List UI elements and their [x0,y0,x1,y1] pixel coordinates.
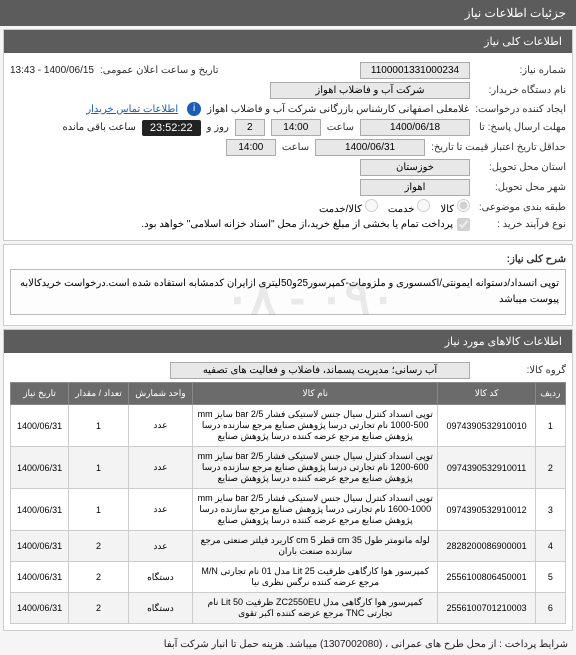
cell-code: 2556100701210003 [438,593,535,624]
cell-date: 1400/06/31 [11,447,69,489]
cell-date: 1400/06/31 [11,593,69,624]
cell-row: 3 [535,489,565,531]
reply-date-value: 1400/06/18 [360,119,470,136]
remain-suffix: ساعت باقی مانده [62,122,135,133]
time-label-2: ساعت [282,142,309,153]
time-label-1: ساعت [327,122,354,133]
cell-unit: عدد [128,447,192,489]
cell-date: 1400/06/31 [11,489,69,531]
city-label: شهر محل تحویل: [476,182,566,193]
section-general-title: اطلاعات کلی نیاز [4,30,572,53]
col-date: تاریخ نیاز [11,383,69,405]
section-description: شرح کلی نیاز: توپى انسداد/دستوانه ایمونت… [3,244,573,326]
radio-goods[interactable]: کالا [440,199,470,215]
cell-name: توپى انسداد کنترل سیال جنس لاستیکى فشار … [192,405,438,447]
topic-radio-group: کالا خدمت کالا/خدمت [319,199,470,215]
cell-code: 0974390532910011 [438,447,535,489]
cell-qty: 2 [69,593,129,624]
prepay-checkbox[interactable] [457,218,470,231]
province-value: خوزستان [360,159,470,176]
cell-row: 2 [535,447,565,489]
credit-time-value: 14:00 [226,139,276,156]
info-icon: i [187,102,201,116]
cell-unit: دستگاه [128,593,192,624]
cell-qty: 2 [69,562,129,593]
items-table: ردیف کد کالا نام کالا واحد شمارش تعداد /… [10,382,566,624]
need-no-value: 1100001331000234 [360,62,470,79]
cell-code: 0974390532910010 [438,405,535,447]
cell-name: کمپرسور هوا کارگاهى ظرفیت Lit 25 مدل 01 … [192,562,438,593]
cell-unit: عدد [128,405,192,447]
contact-link[interactable]: اطلاعات تماس خریدار [86,104,178,115]
col-unit: واحد شمارش [128,383,192,405]
table-row: 62556100701210003کمپرسور هوا کارگاهى مدل… [11,593,566,624]
cell-row: 5 [535,562,565,593]
remain-days-value: 2 [235,119,265,136]
creator-value: غلامعلى اصفهانى کارشناس بازرگانى شرکت آب… [207,104,469,115]
province-label: استان محل تحویل: [476,162,566,173]
buyer-value: شرکت آب و فاضلاب اهواز [270,82,470,99]
city-value: اهواز [360,179,470,196]
table-row: 10974390532910010توپى انسداد کنترل سیال … [11,405,566,447]
col-name: نام کالا [192,383,438,405]
group-value: آب رسانی؛ مدیریت پسماند، فاضلاب و فعالیت… [170,362,470,379]
prepay-checkbox-row: پرداخت تمام یا بخشی از مبلغ خرید،از محل … [141,218,470,231]
cell-unit: عدد [128,489,192,531]
reply-time-value: 14:00 [271,119,321,136]
footer-note: شرایط پرداخت : از محل طرح های عمرانی ، (… [0,634,576,655]
cell-name: توپى انسداد کنترل سیال جنس لاستیکى فشار … [192,489,438,531]
cell-code: 2556100806450001 [438,562,535,593]
section-items: اطلاعات کالاهای مورد نیاز گروه کالا: آب … [3,329,573,631]
remain-days-label: روز و [207,122,229,133]
credit-date-value: 1400/06/31 [315,139,425,156]
table-row: 20974390532910011توپى انسداد کنترل سیال … [11,447,566,489]
announce-date-value: 1400/06/15 - 13:43 [10,65,94,76]
col-qty: تعداد / مقدار [69,383,129,405]
cell-row: 6 [535,593,565,624]
cell-qty: 1 [69,447,129,489]
prepay-note: پرداخت تمام یا بخشی از مبلغ خرید،از محل … [141,219,453,230]
table-row: 52556100806450001کمپرسور هوا کارگاهى ظرف… [11,562,566,593]
desc-title: شرح کلی نیاز: [476,254,566,265]
cell-qty: 1 [69,405,129,447]
announce-date-label: تاریخ و ساعت اعلان عمومی: [100,65,219,76]
section-general: اطلاعات کلی نیاز شماره نیاز: 11000013310… [3,29,573,241]
cell-name: کمپرسور هوا کارگاهى مدل ZC2550EU ظرفیت L… [192,593,438,624]
cell-unit: دستگاه [128,562,192,593]
radio-service[interactable]: خدمت [388,199,431,215]
credit-label: حداقل تاریخ اعتبار قیمت تا تاریخ: [431,142,566,153]
radio-both[interactable]: کالا/خدمت [319,199,378,215]
cell-date: 1400/06/31 [11,562,69,593]
topic-label: طبقه بندی موضوعی: [476,202,566,213]
prepay-label: نوع فرآیند خرید : [476,219,566,230]
creator-label: ایجاد کننده درخواست: [475,104,566,115]
page-header: جزئیات اطلاعات نیاز [0,0,576,26]
desc-text: توپى انسداد/دستوانه ایمونتى/اکسسورى و مل… [10,269,566,315]
cell-code: 0974390532910012 [438,489,535,531]
cell-date: 1400/06/31 [11,405,69,447]
cell-row: 1 [535,405,565,447]
col-row: ردیف [535,383,565,405]
countdown-timer: 23:52:22 [142,120,201,136]
cell-name: توپى انسداد کنترل سیال جنس لاستیکى فشار … [192,447,438,489]
reply-deadline-label: مهلت ارسال پاسخ: تا [476,122,566,133]
group-label: گروه کالا: [476,365,566,376]
cell-qty: 1 [69,489,129,531]
table-row: 30974390532910012توپى انسداد کنترل سیال … [11,489,566,531]
buyer-label: نام دستگاه خریدار: [476,85,566,96]
section-items-title: اطلاعات کالاهای مورد نیاز [4,330,572,353]
need-no-label: شماره نیاز: [476,65,566,76]
col-code: کد کالا [438,383,535,405]
